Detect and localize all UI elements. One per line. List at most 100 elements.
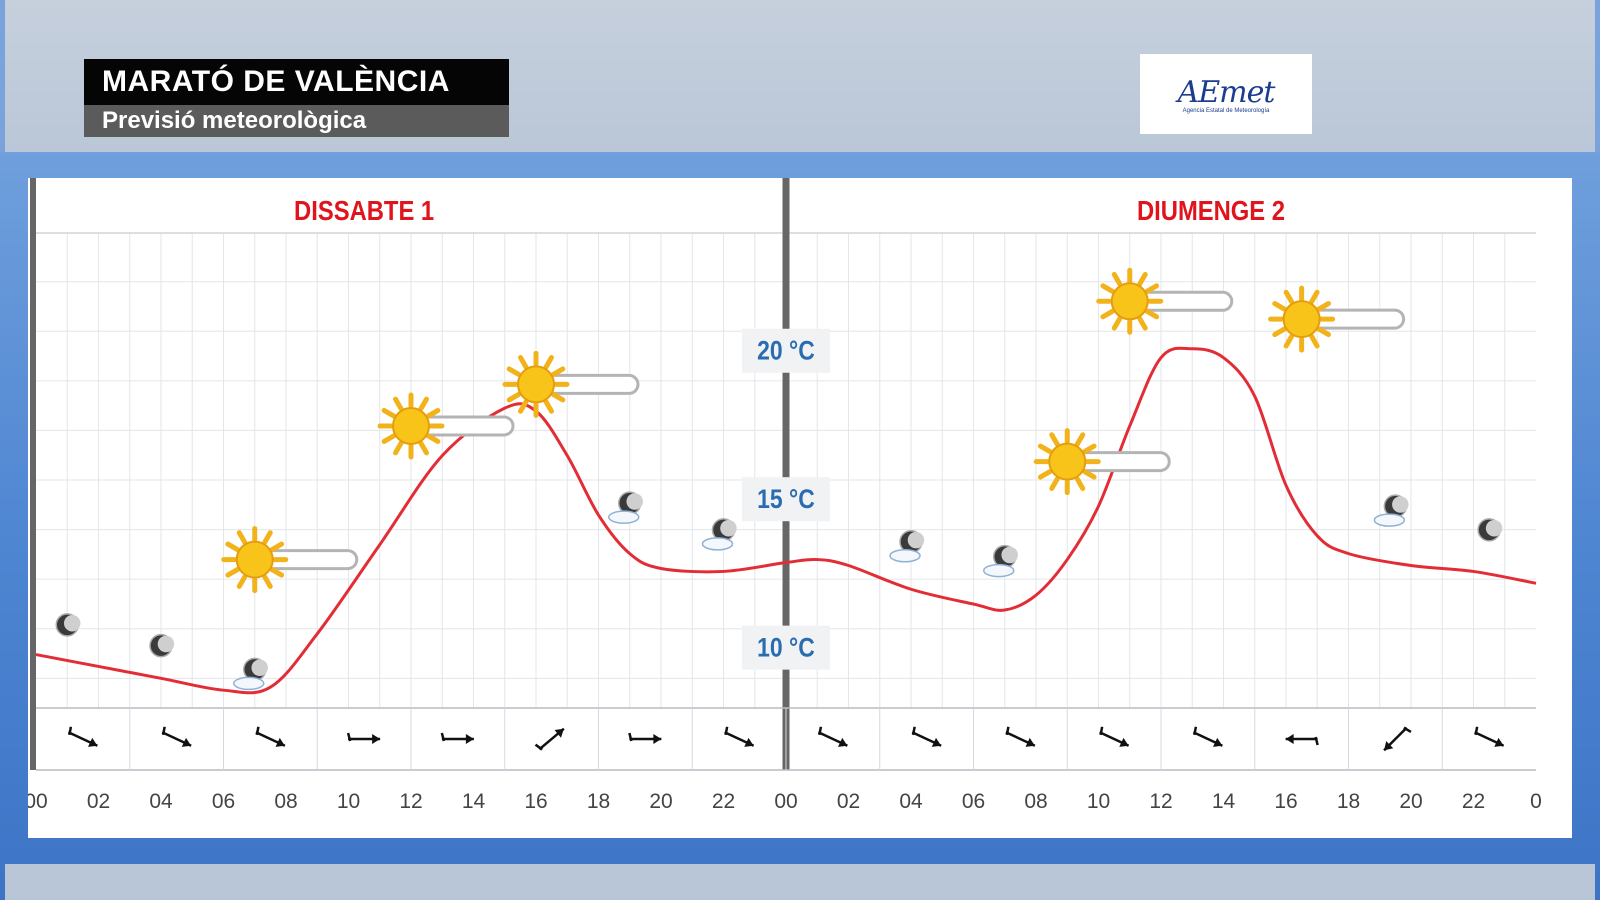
aemet-logo: AEmet Agencia Estatal de Meteorología — [1140, 54, 1312, 134]
wind-arrow-icon — [161, 726, 192, 747]
moon-icon — [149, 633, 175, 658]
wind-arrow-head — [931, 737, 942, 747]
sun-cloud-icon — [1096, 267, 1234, 335]
wind-arrow-head — [1285, 734, 1294, 744]
cloud-shape — [608, 510, 640, 524]
cloud-shape — [1373, 513, 1406, 527]
sun-ray — [518, 355, 529, 370]
sun-ray — [1049, 432, 1060, 447]
sun-ray — [418, 396, 429, 412]
sun-ray — [1074, 476, 1086, 491]
sun-ray — [1144, 283, 1160, 294]
hour-tick-label: 08 — [1024, 790, 1047, 813]
hour-tick-label: 10 — [1087, 790, 1110, 813]
wind-arrow-head — [372, 734, 381, 744]
wind-arrow-icon — [1005, 726, 1036, 747]
wind-arrow-icon — [1285, 734, 1319, 746]
sun-ray — [1283, 289, 1295, 305]
wind-arrow-head — [465, 734, 474, 744]
sun-disc — [1110, 282, 1149, 321]
wind-arrow-head — [554, 728, 564, 738]
temp-tick-background — [742, 625, 830, 670]
weather-icons — [55, 267, 1503, 691]
day-label: DIUMENGE 2 — [1137, 194, 1285, 226]
moon-cloud-icon — [608, 491, 643, 524]
temperature-chart: DISSABTE 1 DIUMENGE 2 10 °C15 °C20 °C 00 0… — [24, 178, 1542, 813]
wind-arrow-icon — [1192, 726, 1223, 747]
sun-ray — [236, 530, 248, 545]
sun-ray — [518, 399, 529, 414]
wind-arrow-icon — [534, 727, 565, 751]
sun-disc — [392, 406, 430, 445]
sun-ray — [1111, 316, 1123, 331]
sun-ray — [269, 541, 285, 553]
sun-ray — [1037, 469, 1053, 480]
cloud-shape — [233, 676, 265, 691]
hour-tick-label: 04 — [149, 790, 173, 813]
hour-tick-label: 10 — [337, 790, 360, 813]
sun-ray — [1137, 271, 1148, 287]
cloud-shape — [983, 563, 1015, 578]
hour-tick-label: 16 — [1274, 790, 1297, 813]
wind-arrow-head — [1494, 737, 1504, 747]
hour-tick-label: 22 — [1462, 790, 1485, 813]
sun-ray — [1111, 271, 1123, 287]
moon-icon — [55, 613, 81, 637]
sun-disc — [517, 365, 555, 404]
sun-ray — [262, 530, 273, 545]
sun-ray — [1283, 333, 1295, 349]
wind-arrow-head — [181, 737, 192, 747]
moon-cloud-icon — [1373, 494, 1409, 527]
sun-ray — [1082, 443, 1097, 455]
sun-ray — [1037, 443, 1053, 455]
wind-arrow-icon — [724, 726, 755, 747]
hour-tick-label: 22 — [712, 790, 735, 813]
hour-tick-label: 18 — [1337, 790, 1360, 813]
hour-tick-label: 14 — [462, 790, 486, 813]
temp-tick-background — [742, 477, 830, 522]
sun-ray — [236, 574, 248, 589]
cloud-shape — [889, 549, 921, 563]
hour-tick-label: 02 — [837, 790, 860, 813]
sun-ray — [550, 366, 566, 377]
wind-arrow-icon — [1099, 726, 1130, 747]
wind-arrow-icon — [67, 726, 98, 747]
temp-tick-label: 20 °C — [757, 336, 815, 366]
sun-ray — [1272, 326, 1287, 338]
hour-tick-label: 12 — [399, 790, 422, 813]
logo-tagline: Agencia Estatal de Meteorología — [1182, 107, 1270, 114]
wind-arrow-icon — [255, 726, 286, 747]
moon-cloud-icon — [889, 530, 925, 563]
hour-tick-label: 02 — [87, 790, 110, 813]
wind-arrow-icon — [628, 732, 662, 744]
sun-ray — [1316, 301, 1331, 312]
sun-disc — [1282, 300, 1321, 339]
temperature-tick-labels: 10 °C 15 °C 20 °C — [742, 328, 830, 670]
forecast-panel: DISSABTE 1 DIUMENGE 2 10 °C 15 °C 20 °C 00 0… — [24, 178, 1572, 838]
day-label: DISSABTE 1 — [294, 194, 434, 226]
wind-arrow-head — [1213, 737, 1223, 747]
sun-ray — [1100, 308, 1115, 320]
hour-tick-labels: 00 02 04 06 08 10 12 14 16 18 20 22 00 02 04 06 08 10 12 14… — [24, 790, 1542, 813]
sun-ray — [1316, 326, 1331, 338]
wind-arrow-icon — [911, 726, 942, 747]
moon-highlight — [1392, 496, 1409, 513]
sun-ray — [225, 541, 240, 553]
sun-ray — [543, 399, 554, 414]
moon-highlight — [63, 614, 81, 632]
wind-row — [67, 708, 1505, 770]
moon-highlight — [626, 493, 643, 510]
temperature-line — [35, 346, 1537, 695]
moon-highlight — [907, 531, 925, 549]
moon-highlight — [1001, 546, 1018, 564]
sun-cloud-icon — [502, 350, 640, 418]
hour-tick-label: 06 — [962, 790, 985, 813]
wind-arrow-head — [1025, 737, 1035, 747]
sun-ray — [262, 574, 273, 589]
wind-arrow-head — [88, 737, 98, 747]
sun-ray — [1309, 289, 1320, 305]
temp-tick-label: 10 °C — [757, 633, 815, 663]
temp-tick-label: 15 °C — [757, 484, 815, 514]
sun-ray — [225, 567, 240, 578]
sun-cloud-icon — [221, 526, 359, 594]
